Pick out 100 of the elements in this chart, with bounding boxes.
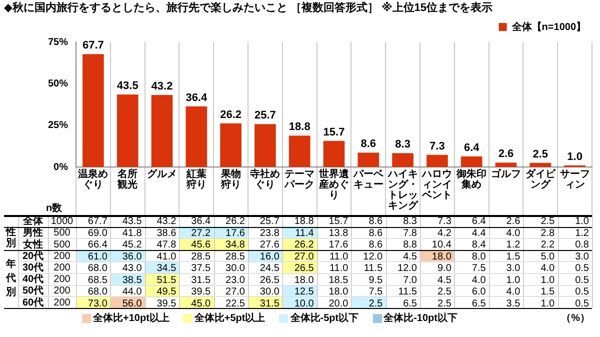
x-tick-label: ハロウィンイベント	[421, 169, 452, 201]
data-label: 8.8	[403, 240, 418, 251]
data-label: 56.0	[122, 298, 142, 310]
bar	[288, 136, 310, 167]
data-label: 25.7	[260, 216, 280, 228]
data-label: 4.0	[506, 228, 521, 239]
data-label: 41.0	[156, 251, 177, 262]
data-label: 11.5	[364, 263, 384, 274]
data-label: 4.0	[472, 274, 486, 286]
data-label: 8.3	[395, 138, 410, 151]
bar	[82, 54, 104, 167]
x-tick-label: バーベキュー	[352, 169, 384, 190]
data-label: 23.8	[260, 228, 280, 239]
text: 全体比+5pt以上	[194, 312, 266, 325]
data-label: 37.5	[191, 263, 212, 274]
data-label: 10.4	[432, 240, 452, 251]
data-label: 7.5	[472, 263, 486, 274]
data-label: 1.2	[506, 240, 521, 251]
y2-tick-label: 200	[54, 274, 71, 286]
data-label: 18.0	[328, 286, 349, 298]
data-label: 11.0	[329, 251, 349, 262]
data-label: 39.5	[156, 298, 177, 310]
bar	[495, 162, 517, 167]
y2-tick-label: 500	[54, 228, 71, 239]
x-tick-label: テーマパーク	[284, 169, 315, 190]
data-label: 73.0	[88, 298, 108, 310]
text: 年代別	[6, 258, 16, 300]
data-label: 6.4	[464, 142, 480, 154]
data-label: 7.5	[368, 286, 384, 298]
data-label: 7.0	[403, 274, 418, 286]
data-label: 9.5	[368, 274, 384, 286]
data-label: 16.0	[260, 251, 280, 262]
data-label: 30.0	[260, 286, 280, 298]
data-label: 31.5	[191, 274, 212, 286]
data-label: 6.4	[472, 216, 486, 228]
data-label: 10.0	[294, 298, 314, 310]
data-label: 44.0	[122, 286, 142, 298]
y2-tick-label: 200	[54, 262, 71, 274]
data-label: 43.2	[151, 80, 173, 93]
data-label: 43.0	[122, 263, 142, 274]
bar	[426, 154, 448, 167]
data-label: 45.2	[122, 240, 142, 251]
x-tick-label: 紅葉狩り	[185, 168, 206, 190]
bar	[116, 94, 138, 167]
data-label: 38.5	[122, 274, 142, 286]
data-label: 26.2	[294, 240, 314, 251]
y-tick-label: 40代	[22, 273, 44, 286]
data-label: 41.8	[122, 228, 142, 239]
data-label: 36.0	[122, 251, 142, 262]
data-label: 1.0	[567, 150, 582, 163]
data-label: 69.0	[88, 228, 108, 239]
data-label: 11.0	[329, 263, 349, 274]
data-label: 18.5	[328, 274, 349, 286]
x-tick-label: 世界遺産めぐり	[318, 168, 350, 201]
data-label: 18.8	[294, 216, 314, 228]
data-label: 49.5	[156, 286, 177, 298]
y2-tick-label: 200	[54, 297, 71, 308]
data-label: 4.5	[403, 251, 418, 262]
x-tick-label: 名所観光	[116, 168, 138, 190]
legend-label: 全体【n=1000】	[510, 20, 586, 33]
y-tick-label: 25%	[48, 120, 68, 132]
bar	[358, 152, 380, 167]
data-label: 61.0	[88, 251, 108, 262]
data-label: 12.0	[398, 263, 418, 274]
y2-tick-label: 200	[54, 286, 71, 297]
data-label: 0.8	[575, 240, 590, 251]
data-label: 4.0	[540, 263, 556, 274]
x-tick-label: ハイキング・トレッキング	[386, 169, 419, 212]
data-label: 27.2	[191, 228, 212, 239]
x-tick-label: 寺社めぐり	[249, 168, 280, 190]
y-tick-label: 20代	[22, 250, 44, 262]
data-label: 36.4	[186, 92, 208, 104]
y-tick-label: 0%	[54, 162, 68, 173]
data-label: 2.5	[437, 286, 452, 298]
data-label: 1.0	[575, 216, 590, 228]
data-label: 2.6	[498, 148, 514, 160]
x-tick-label: サーフィン	[560, 169, 590, 190]
data-label: 20.0	[328, 298, 349, 310]
y-tick-label: 全体	[22, 215, 44, 228]
text: 全体比-10pt以下	[384, 312, 458, 325]
data-label: 2.2	[540, 240, 556, 251]
data-label: 11.5	[398, 286, 418, 298]
data-label: 2.5	[368, 298, 384, 310]
data-label: 8.4	[472, 240, 486, 251]
data-label: 45.6	[191, 240, 212, 251]
data-label: 3.0	[506, 263, 521, 274]
bar	[392, 153, 414, 167]
text: 全体比+10pt以上	[93, 312, 170, 325]
data-label: 6.5	[403, 298, 418, 310]
data-label: 11.4	[295, 228, 314, 239]
data-label: 43.5	[122, 216, 142, 228]
data-label: 34.5	[156, 263, 177, 274]
data-label: 43.2	[156, 216, 177, 228]
data-label: 26.2	[220, 108, 242, 121]
data-label: 51.5	[156, 274, 177, 286]
text: （%）	[561, 312, 590, 325]
data-label: 0.5	[575, 263, 590, 274]
data-label: 8.6	[368, 216, 384, 228]
data-label: 27.0	[226, 286, 246, 298]
data-label: 6.5	[472, 298, 486, 310]
